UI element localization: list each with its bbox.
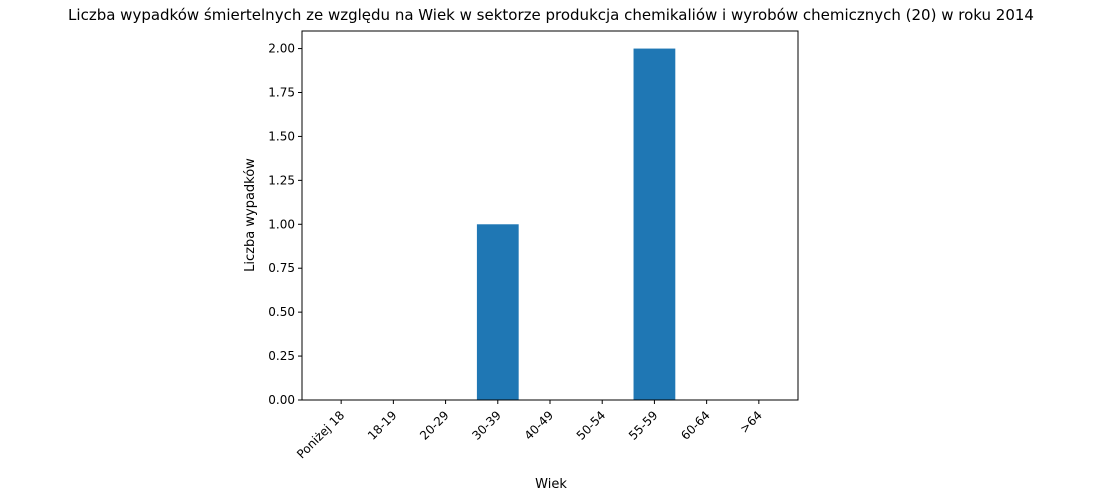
y-tick-label: 1.75 [268,86,295,100]
x-tick-label: 30-39 [469,408,504,443]
y-axis-label: Liczba wypadków [243,158,258,272]
y-tick-label: 0.00 [268,393,295,407]
x-tick-label: 60-64 [678,408,713,443]
y-tick-label: 1.00 [268,217,295,231]
y-tick-label: 1.25 [268,173,295,187]
plot-area: 0.00 0.25 0.50 0.75 1.00 1.25 1.50 1.75 2.00 Poni… [268,30,799,461]
y-tick-label: 0.50 [268,305,295,319]
bar [476,224,519,400]
y-tick-label: 0.25 [268,349,295,363]
x-tick-label: 40-49 [522,408,557,443]
y-tick-label: 0.75 [268,261,295,275]
axes-frame [301,30,799,401]
x-tick-label: 18-19 [365,408,400,443]
bar [633,48,676,400]
y-tick-label: 2.00 [268,42,295,56]
x-tick-label: 20-29 [417,408,452,443]
y-tick-label: 1.50 [268,129,295,143]
x-tick-label: >64 [737,408,765,436]
x-tick-label: 50-54 [574,408,609,443]
x-tick-label: Poniżej 18 [294,408,347,461]
x-axis-label: Wiek [535,477,567,492]
chart-title: Liczba wypadków śmiertelnych ze względu … [68,6,1034,24]
x-tick-label: 55-59 [626,408,661,443]
